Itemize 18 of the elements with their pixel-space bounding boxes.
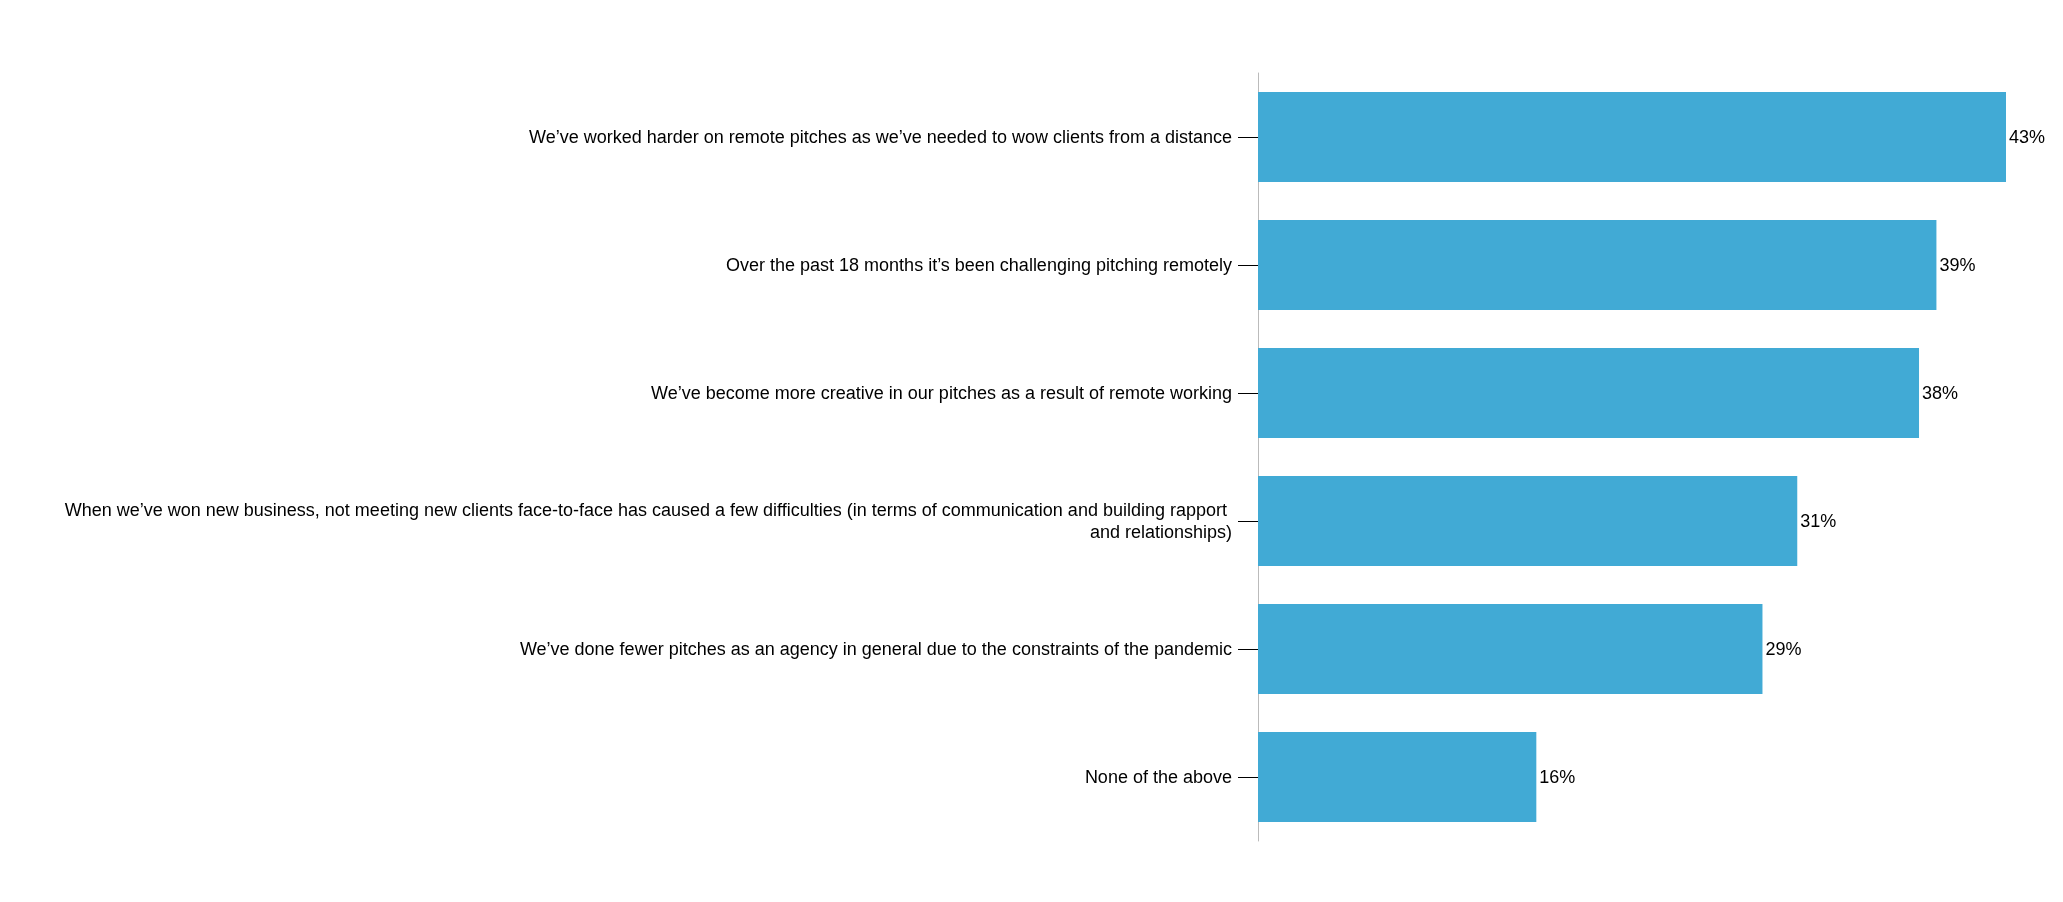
y-tick-label: We’ve worked harder on remote pitches as we’ve needed to wow clients from a distance [528, 127, 1232, 147]
data-label: 38% [1922, 383, 1959, 403]
bar [1258, 348, 1920, 438]
data-label: 29% [1765, 639, 1802, 659]
bar [1258, 92, 2006, 182]
data-label: 43% [2009, 127, 2046, 147]
data-label: 16% [1539, 767, 1576, 787]
y-tick-label: We’ve become more creative in our pitches as a result of remote working [651, 383, 1232, 403]
y-tick-label: None of the above [1084, 767, 1232, 787]
bar [1258, 476, 1798, 566]
data-label: 31% [1800, 511, 1837, 531]
y-tick-label: Over the past 18 months it’s been challenging pitching remotely [726, 255, 1232, 275]
y-tick-label: We’ve done fewer pitches as an agency in general due to the constraints of the pandemic [519, 639, 1232, 659]
bar [1258, 732, 1537, 822]
data-label: 39% [1939, 255, 1976, 275]
bar [1258, 604, 1763, 694]
y-tick-label: When we’ve won new business, not meeting new clients face-to-face has caused a few difficulties (in terms of communication and building rapport and relationships) [64, 500, 1232, 542]
bar [1258, 220, 1937, 310]
